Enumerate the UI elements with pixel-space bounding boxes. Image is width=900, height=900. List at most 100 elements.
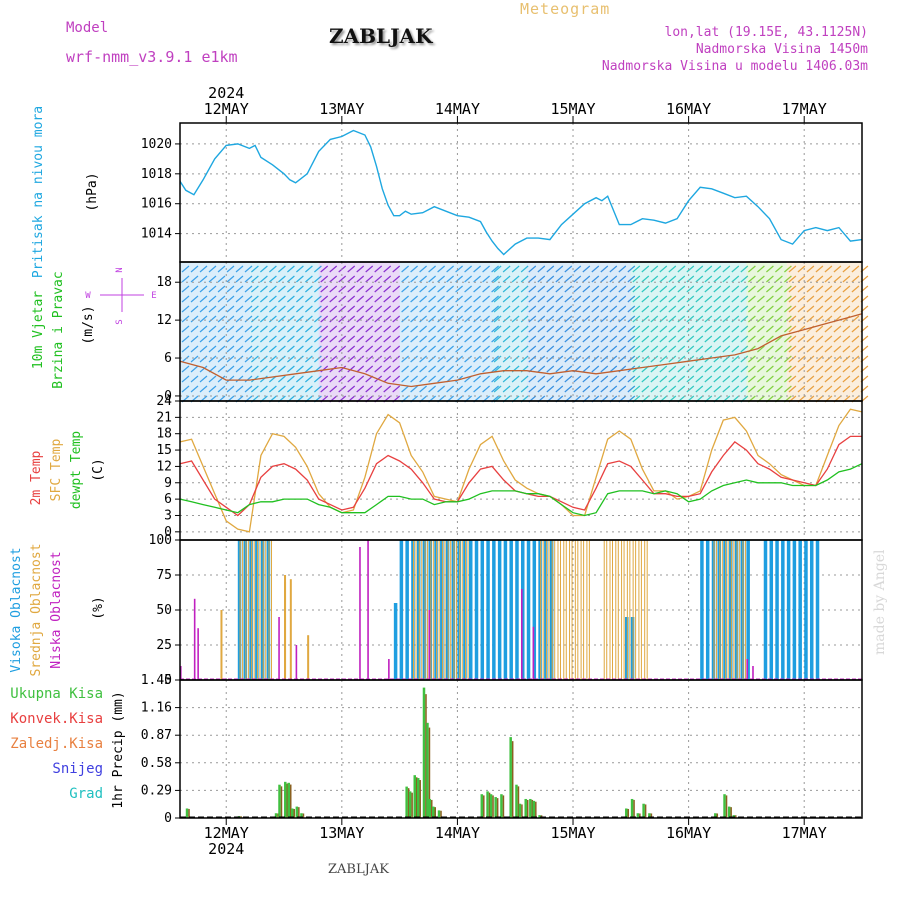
low-cloud-ylabel: Niska Oblacnost	[49, 551, 64, 668]
high-cloud-bar	[729, 540, 733, 680]
sfc-ylabel: SFC Temp	[49, 439, 64, 502]
high-cloud-bar	[549, 540, 554, 680]
high-cloud-ylabel: Visoka Oblacnost	[9, 547, 24, 672]
wind-unit: (m/s)	[81, 305, 96, 344]
top-date-label: 13MAY	[319, 100, 364, 118]
high-cloud-bar	[405, 540, 409, 680]
high-cloud-bar	[249, 540, 253, 680]
precip-conv-bar	[639, 813, 641, 818]
cloud-unit: (%)	[91, 596, 106, 619]
bottom-date-label: 13MAY	[319, 824, 364, 842]
precip-total-bar	[480, 794, 484, 818]
high-cloud-bar	[480, 540, 485, 680]
precip-total-bar	[630, 798, 634, 818]
wind-arrows	[788, 265, 869, 403]
precip-conv-bar	[521, 804, 523, 818]
compass-w: W	[85, 291, 91, 301]
precip-conv-bar	[293, 808, 295, 818]
wind-ytick-label: 6	[164, 351, 172, 366]
high-cloud-bar	[786, 540, 791, 680]
mid-cloud-bar	[644, 539, 648, 681]
high-cloud-bar	[544, 540, 548, 680]
temp-ytick-label: 0	[164, 525, 172, 540]
mid-cloud-spike	[220, 610, 223, 680]
precip-total-bar	[518, 803, 522, 818]
high-cloud-bar	[538, 540, 542, 680]
high-cloud-bar	[260, 540, 265, 680]
temp2m-line	[179, 435, 862, 517]
precip-conv-bar	[425, 694, 427, 818]
watermark: made by Angel	[872, 549, 888, 656]
cloud-ytick-label: 0	[164, 673, 172, 688]
precip-conv-bar	[431, 799, 433, 818]
precip-conv-bar	[434, 807, 436, 818]
elevation-label: Nadmorska Visina 1450m	[695, 42, 868, 57]
high-cloud-bar	[440, 540, 444, 680]
mid-cloud-bar	[638, 539, 642, 681]
high-cloud-bar	[717, 540, 722, 680]
wind-ytick-label: 12	[156, 313, 172, 328]
precip-total-bar	[426, 722, 429, 818]
high-cloud-bar	[497, 540, 502, 680]
bottom-date-label: 17MAY	[782, 824, 827, 842]
precip-conv-bar	[531, 799, 534, 818]
precip-ytick-label: 0.58	[141, 756, 172, 771]
precip-total-bar	[524, 798, 527, 818]
precip-conv-bar	[725, 795, 728, 818]
precip-total-bar	[278, 784, 281, 818]
mid-cloud-bar	[609, 539, 614, 681]
low-cloud-spike	[367, 540, 369, 680]
precip-total-bar	[295, 806, 299, 818]
temp-ytick-label: 9	[164, 476, 172, 491]
precip-conv-bar	[526, 799, 529, 818]
high-cloud-bar	[411, 540, 415, 680]
wind-arrows	[493, 265, 529, 403]
precip-total-bar	[723, 794, 726, 818]
model-name: wrf-nmm_v3.9.1 e1km	[66, 48, 238, 66]
low-cloud-spike	[359, 547, 361, 680]
high-cloud-bar	[266, 540, 271, 680]
precip-conv-bar	[633, 799, 635, 818]
precip-total-bar	[642, 803, 645, 818]
precip-legend-2: Zaledj.Kisa	[10, 736, 103, 752]
top-date-label: 17MAY	[782, 100, 827, 118]
high-cloud-bar	[434, 540, 438, 680]
bottom-date-label: 15MAY	[550, 824, 595, 842]
high-cloud-bar	[775, 540, 779, 680]
pressure-unit: (hPa)	[85, 172, 100, 211]
precip-conv-bar	[511, 741, 514, 818]
precip-total-bar	[494, 797, 497, 818]
high-cloud-bar	[815, 540, 820, 680]
high-cloud-bar	[798, 540, 802, 680]
precip-total-bar	[509, 737, 512, 818]
precip-total-bar	[727, 806, 731, 818]
mid-cloud-bar	[626, 539, 631, 681]
high-cloud-bar	[237, 540, 242, 680]
temp-ytick-label: 15	[156, 443, 172, 458]
precip-conv-bar	[496, 798, 499, 818]
wind-arrows	[401, 265, 499, 403]
mid-cloud-spike	[284, 582, 287, 680]
high-cloud-bar	[445, 540, 450, 680]
precip-total-bar	[437, 810, 441, 818]
low-cloud-spike	[193, 598, 196, 680]
model-label: Model	[66, 20, 109, 36]
precip-conv-bar	[290, 784, 292, 818]
high-cloud-bar	[700, 540, 704, 680]
precip-conv-bar	[415, 777, 418, 818]
precip-unit: 1hr Precip (mm)	[111, 691, 126, 808]
precip-conv-bar	[280, 786, 283, 818]
wind-arrows	[748, 265, 792, 403]
precip-total-bar	[416, 778, 420, 818]
high-cloud-bar	[486, 540, 490, 680]
precip-total-bar	[274, 813, 278, 818]
precip-total-bar	[500, 794, 503, 818]
mid-cloud-bar	[436, 539, 440, 681]
high-cloud-bar	[781, 540, 785, 680]
precip-ytick-label: 0.87	[141, 728, 172, 743]
dewpt-ylabel: dewpt Temp	[69, 431, 84, 509]
high-cloud-bar	[630, 617, 635, 680]
precip-conv-bar	[428, 727, 431, 818]
mid-cloud-bar	[632, 539, 637, 681]
low-cloud-spike	[532, 626, 535, 680]
